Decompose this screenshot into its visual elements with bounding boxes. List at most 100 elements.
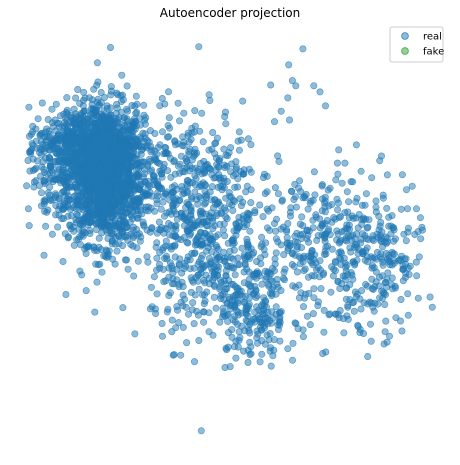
point-real	[344, 303, 352, 311]
point-real	[195, 43, 203, 51]
point-real	[82, 287, 90, 295]
point-real	[212, 304, 220, 312]
point-real	[253, 334, 261, 342]
point-real	[44, 189, 52, 197]
point-real	[275, 309, 283, 317]
point-real	[166, 208, 174, 216]
point-real	[140, 222, 148, 230]
point-real	[172, 200, 180, 208]
point-real	[325, 202, 333, 210]
point-real	[234, 175, 242, 183]
point-real	[291, 180, 299, 188]
point-real	[343, 312, 351, 320]
point-real	[92, 260, 100, 268]
point-real	[356, 325, 364, 333]
point-real	[173, 303, 181, 311]
point-real	[191, 291, 199, 299]
point-real	[359, 250, 367, 258]
point-real	[201, 181, 209, 189]
point-real	[366, 320, 374, 328]
point-real	[351, 241, 359, 249]
point-real	[106, 182, 114, 190]
point-real	[64, 203, 72, 211]
point-real	[296, 220, 304, 228]
point-real	[349, 275, 357, 283]
point-real	[200, 200, 208, 208]
point-real	[413, 272, 421, 280]
point-real	[101, 94, 109, 102]
point-real	[164, 305, 172, 313]
point-real	[297, 235, 305, 243]
point-real	[84, 153, 92, 161]
point-real	[77, 170, 85, 178]
point-real	[412, 258, 420, 266]
point-real	[114, 170, 122, 178]
point-real	[169, 194, 177, 202]
point-real	[388, 212, 396, 220]
point-real	[258, 280, 266, 288]
point-real	[60, 122, 68, 130]
point-real	[106, 222, 114, 230]
point-real	[121, 121, 129, 129]
point-real	[321, 208, 329, 216]
point-real	[235, 336, 243, 344]
point-real	[29, 122, 37, 130]
point-real	[236, 195, 244, 203]
point-real	[55, 156, 63, 164]
point-real	[131, 330, 139, 338]
point-real	[34, 115, 42, 123]
point-real	[40, 251, 48, 259]
point-real	[399, 277, 407, 285]
point-real	[207, 196, 215, 204]
point-real	[163, 255, 171, 263]
point-real	[240, 279, 248, 287]
point-real	[262, 239, 270, 247]
point-real	[78, 271, 86, 279]
point-real	[124, 194, 132, 202]
point-real	[196, 127, 204, 135]
point-real	[316, 224, 324, 232]
point-real	[134, 257, 142, 265]
point-real	[158, 319, 166, 327]
point-real	[390, 250, 398, 258]
point-real	[264, 207, 272, 215]
point-real	[376, 236, 384, 244]
point-real	[191, 107, 199, 115]
point-real	[201, 192, 209, 200]
point-real	[217, 295, 225, 303]
point-real	[286, 212, 294, 220]
point-real	[94, 95, 102, 103]
point-real	[44, 206, 52, 214]
point-real	[383, 338, 391, 346]
point-real	[40, 197, 48, 205]
point-real	[246, 227, 254, 235]
point-real	[194, 168, 202, 176]
point-real	[131, 141, 139, 149]
point-real	[293, 229, 301, 237]
point-real	[98, 268, 106, 276]
point-real	[259, 213, 267, 221]
point-real	[235, 146, 243, 154]
point-real	[96, 162, 104, 170]
point-real	[305, 289, 313, 297]
point-real	[226, 305, 234, 313]
point-real	[88, 100, 96, 108]
point-real	[246, 350, 254, 358]
point-real	[256, 358, 264, 366]
point-real	[207, 258, 215, 266]
point-real	[143, 253, 151, 261]
point-real	[321, 247, 329, 255]
point-real	[174, 99, 182, 107]
point-real	[201, 169, 209, 177]
point-real	[299, 333, 307, 341]
point-real	[83, 192, 91, 200]
point-real	[179, 190, 187, 198]
point-real	[85, 182, 93, 190]
point-real	[382, 317, 390, 325]
point-real	[191, 241, 199, 249]
point-real	[285, 116, 293, 124]
point-real	[113, 181, 121, 189]
point-real	[246, 282, 254, 290]
point-real	[362, 190, 370, 198]
point-real	[231, 301, 239, 309]
